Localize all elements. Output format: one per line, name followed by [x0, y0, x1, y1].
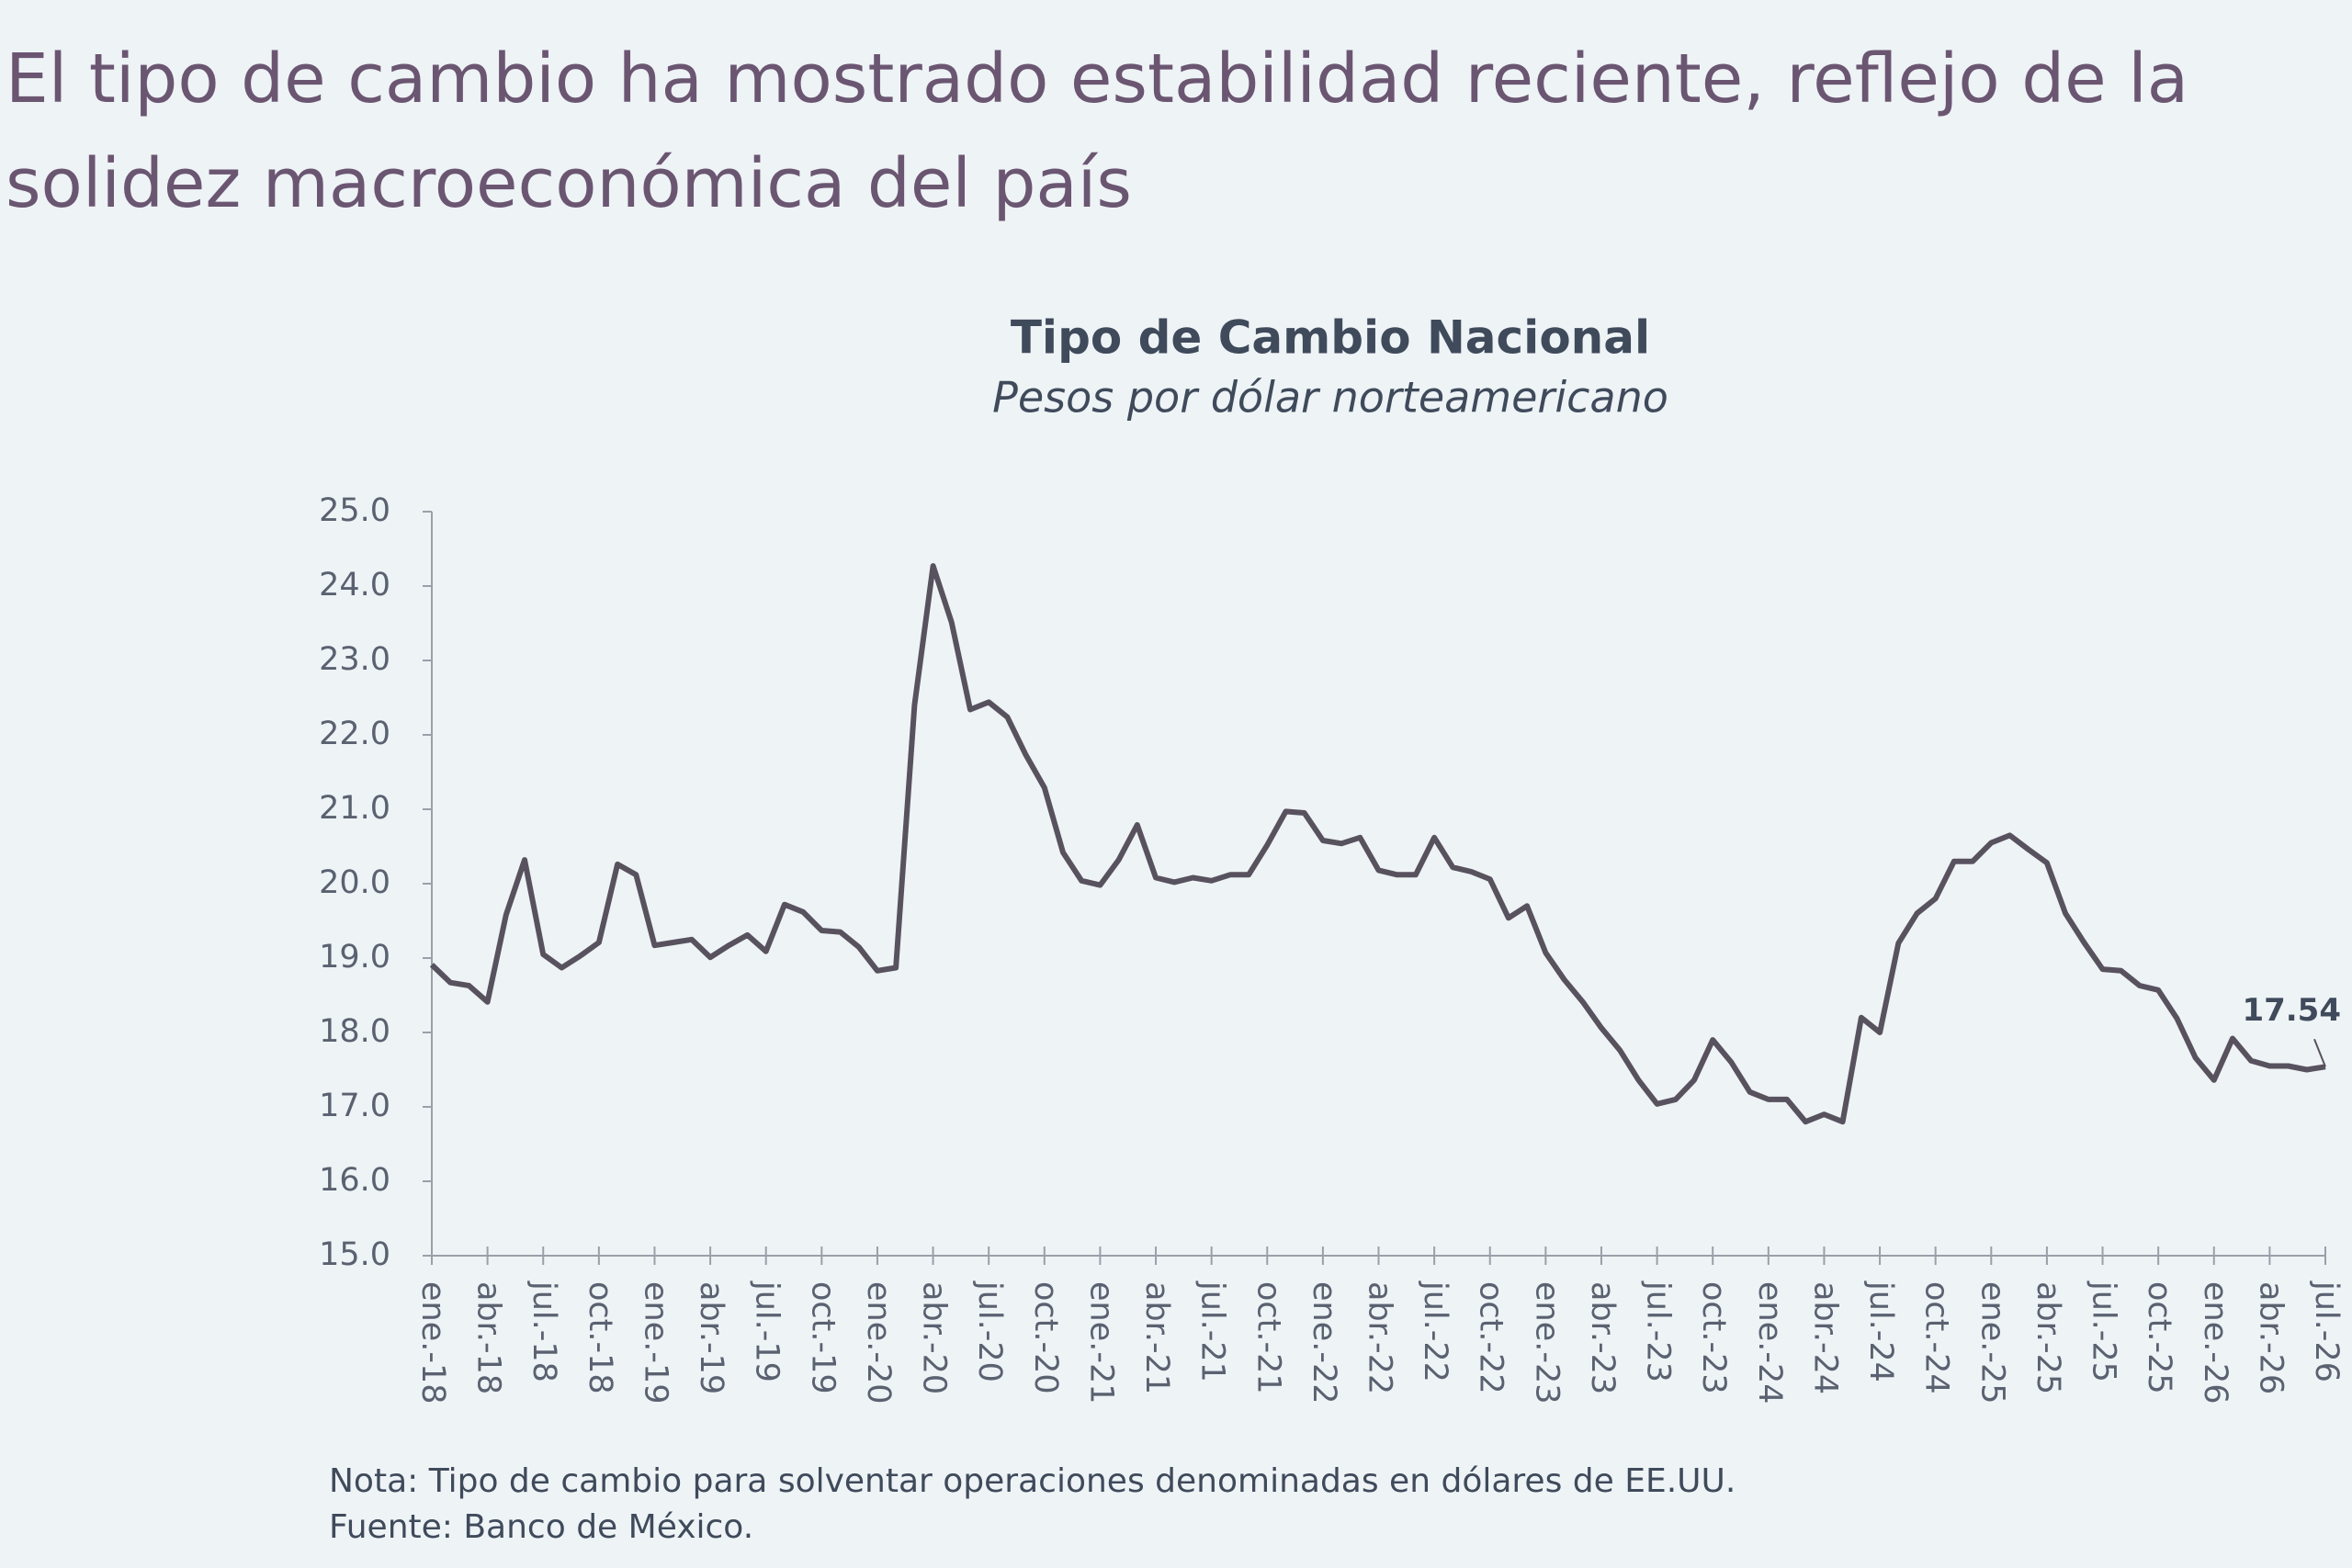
x-tick-label: ene.-23 [1528, 1281, 1565, 1404]
note: Nota: Tipo de cambio para solventar oper… [329, 1462, 1736, 1500]
x-tick-label: abr.-19 [693, 1281, 729, 1394]
x-tick-label: abr.-25 [2030, 1281, 2066, 1394]
x-tick-label: jul.-26 [2308, 1280, 2345, 1382]
chart-title: Tipo de Cambio Nacional [1011, 311, 1650, 365]
x-tick-label: abr.-23 [1584, 1281, 1621, 1394]
x-tick-label: ene.-18 [414, 1281, 451, 1404]
y-tick-label: 17.0 [319, 1088, 390, 1124]
x-tick-label: ene.-22 [1306, 1281, 1342, 1404]
headline: El tipo de cambio ha mostrado estabilida… [6, 39, 2188, 223]
y-tick-label: 15.0 [319, 1236, 390, 1273]
y-tick-label: 21.0 [319, 790, 390, 827]
leader-line [2313, 1038, 2326, 1067]
x-tick-label: jul.-23 [1640, 1280, 1677, 1382]
x-tick-label: abr.-20 [916, 1281, 953, 1394]
x-tick-label: oct.-22 [1473, 1281, 1510, 1394]
y-tick-label: 25.0 [319, 492, 390, 529]
source: Fuente: Banco de México. [329, 1508, 753, 1546]
y-tick-label: 22.0 [319, 716, 390, 752]
x-tick-label: ene.-25 [1973, 1281, 2010, 1404]
y-tick-label: 24.0 [319, 567, 390, 604]
x-tick-label: jul.-25 [2086, 1280, 2122, 1382]
x-tick-label: ene.-21 [1082, 1281, 1119, 1404]
x-tick-label: abr.-22 [1362, 1281, 1398, 1394]
x-tick-label: abr.-21 [1138, 1281, 1175, 1394]
x-tick-label: oct.-23 [1695, 1281, 1732, 1394]
x-tick-label: oct.-18 [582, 1281, 618, 1394]
line [429, 563, 2326, 1125]
y-tick-label: 16.0 [319, 1162, 390, 1199]
x-tick-label: jul.-18 [526, 1280, 562, 1382]
x-tick-label: jul.-20 [971, 1280, 1008, 1382]
x-tick-label: oct.-25 [2141, 1281, 2177, 1394]
x-tick-label: jul.-19 [749, 1280, 786, 1382]
x-tick-label: ene.-26 [2197, 1281, 2233, 1404]
x-tick-label: oct.-20 [1027, 1281, 1064, 1394]
x-tick-label: ene.-19 [637, 1281, 673, 1404]
chart-subtitle: Pesos por dólar norteamericano [992, 373, 1668, 423]
y-tick-label: 20.0 [319, 864, 390, 901]
y-tick-label: 18.0 [319, 1013, 390, 1050]
x-tick-label: oct.-24 [1918, 1281, 1955, 1394]
x-tick-label: ene.-24 [1751, 1281, 1788, 1404]
value-label: 17.54 [2242, 992, 2341, 1029]
x-tick-label: jul.-21 [1194, 1280, 1231, 1382]
x-tick-label: abr.-18 [470, 1281, 507, 1394]
x-tick-label: jul.-24 [1862, 1280, 1899, 1382]
x-tick-label: abr.-26 [2252, 1281, 2289, 1394]
x-tick-label: ene.-20 [860, 1281, 897, 1404]
y-tick-label: 19.0 [319, 939, 390, 976]
x-tick-label: jul.-22 [1417, 1280, 1453, 1382]
y-tick-label: 23.0 [319, 641, 390, 678]
x-tick-label: oct.-21 [1250, 1281, 1286, 1394]
x-tick-label: abr.-24 [1806, 1281, 1843, 1394]
x-tick-label: oct.-19 [804, 1281, 841, 1394]
